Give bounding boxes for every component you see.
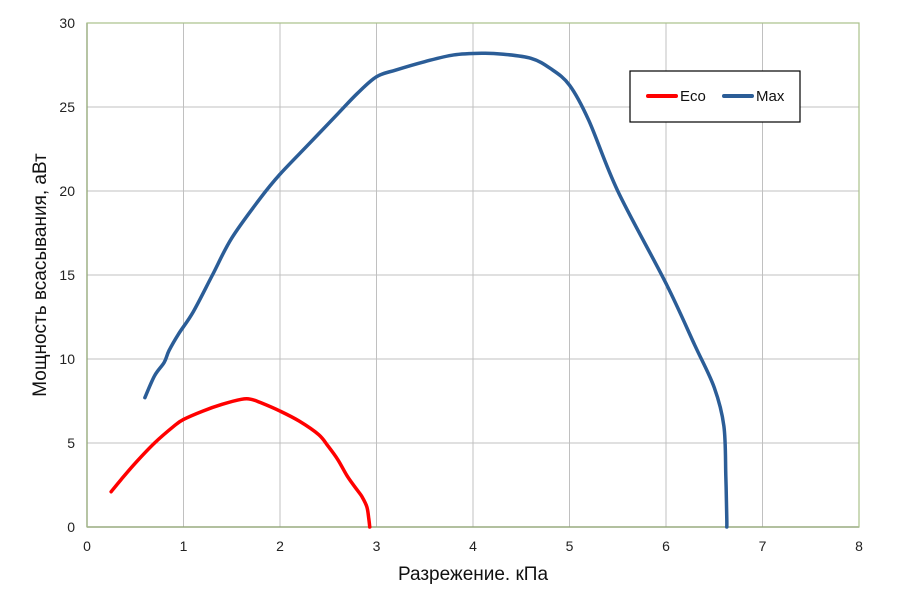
x-tick-label: 6: [662, 538, 670, 554]
y-axis-title: Мощность всасывания, аВт: [30, 153, 51, 397]
x-tick-labels: 0 1 2 3 4 5 6 7 8: [83, 538, 863, 554]
y-tick-labels: 0 5 10 15 20 25 30: [59, 15, 75, 535]
x-tick-label: 2: [276, 538, 284, 554]
series-line-max: [143, 51, 729, 529]
series-line-eco: [109, 397, 372, 529]
y-tick-label: 20: [59, 183, 75, 199]
plot-area: [86, 22, 860, 528]
legend-label-eco: Eco: [680, 88, 706, 105]
x-tick-label: 4: [469, 538, 477, 554]
y-tick-label: 0: [67, 519, 75, 535]
x-tick-label: 8: [855, 538, 863, 554]
x-axis-title: Разрежение. кПа: [398, 564, 549, 585]
y-tick-label: 25: [59, 99, 75, 115]
y-tick-label: 30: [59, 15, 75, 31]
x-tick-label: 1: [180, 538, 188, 554]
x-tick-label: 5: [566, 538, 574, 554]
legend: Eco Max: [629, 70, 801, 123]
legend-label-max: Max: [756, 88, 785, 105]
x-tick-label: 3: [373, 538, 381, 554]
series-lines: [109, 51, 729, 529]
x-tick-label: 7: [759, 538, 767, 554]
y-tick-label: 15: [59, 267, 75, 283]
y-tick-label: 5: [67, 435, 75, 451]
y-tick-label: 10: [59, 351, 75, 367]
x-tick-label: 0: [83, 538, 91, 554]
